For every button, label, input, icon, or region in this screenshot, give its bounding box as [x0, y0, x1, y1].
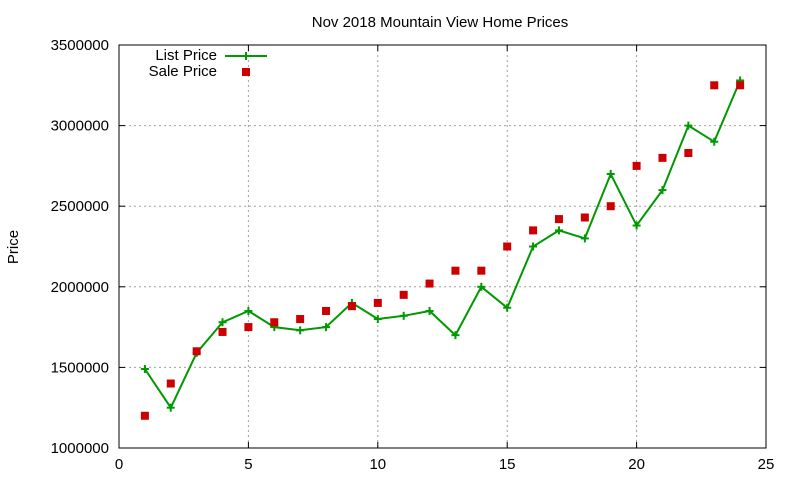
chart-title: Nov 2018 Mountain View Home Prices: [312, 14, 569, 31]
sale-price-point: [710, 81, 719, 90]
y-axis-label: Price: [5, 230, 22, 264]
axis-ticks: [118, 44, 767, 449]
list-price-point: [606, 169, 615, 178]
y-tick-label: 2000000: [51, 279, 109, 296]
x-tick-label: 5: [244, 456, 252, 473]
sale-price-point: [658, 153, 667, 162]
list-price-line: [144, 80, 742, 410]
y-tick-label: 1000000: [51, 440, 109, 457]
list-price-point: [580, 234, 589, 243]
legend-label-list-price: List Price: [155, 47, 217, 64]
sale-price-point: [606, 202, 615, 211]
list-price-point: [218, 318, 227, 327]
y-tick-label: 1500000: [51, 359, 109, 376]
x-tick-label: 15: [499, 456, 516, 473]
sale-price-point: [554, 215, 563, 224]
sale-price-point: [296, 315, 305, 324]
sale-price-point: [684, 149, 693, 158]
list-price-point: [296, 326, 305, 335]
list-price-point: [425, 306, 434, 315]
tick-labels: 0 5 10 15 20 25 1000000 1500000 2000000 2500000 30…: [51, 37, 775, 473]
sale-price-point: [529, 226, 538, 235]
list-price-point: [399, 311, 408, 320]
plot-series: [140, 76, 745, 420]
sale-price-point: [503, 242, 512, 251]
list-price-point: [166, 403, 175, 412]
sale-price-point: [736, 81, 745, 90]
sale-price-point: [347, 302, 356, 311]
sale-price-point: [270, 318, 279, 327]
list-price-point: [477, 282, 486, 291]
list-price-point: [710, 137, 719, 146]
sale-price-point: [451, 266, 460, 275]
x-tick-label: 20: [628, 456, 645, 473]
sale-price-point: [477, 266, 486, 275]
sale-price-point: [166, 379, 175, 388]
sale-price-point: [580, 213, 589, 222]
list-price-point: [684, 121, 693, 130]
sale-price-point: [244, 323, 253, 332]
list-price-point: [140, 365, 149, 374]
sale-price-point: [192, 347, 201, 356]
x-tick-label: 10: [369, 456, 386, 473]
sale-price-point: [322, 306, 331, 315]
sale-price-point: [399, 290, 408, 299]
x-tick-label: 25: [758, 456, 775, 473]
list-price-point: [373, 315, 382, 324]
y-tick-label: 3500000: [51, 37, 109, 54]
sale-price-point: [140, 411, 149, 420]
list-price-point: [529, 242, 538, 251]
plot-frame: [118, 44, 767, 449]
list-price-point: [503, 303, 512, 312]
sale-price-point: [425, 279, 434, 288]
y-tick-label: 2500000: [51, 198, 109, 215]
list-price-point: [244, 306, 253, 315]
y-tick-label: 3000000: [51, 118, 109, 135]
legend-label-sale-price: Sale Price: [149, 63, 217, 80]
list-price-point: [554, 226, 563, 235]
list-price-point: [451, 331, 460, 340]
grid-lines: [119, 45, 766, 448]
sale-price-point: [632, 161, 641, 170]
legend-marker-sale-price: [242, 68, 250, 76]
sale-price-point: [218, 327, 227, 336]
list-price-point: [322, 323, 331, 332]
x-tick-label: 0: [115, 456, 123, 473]
sale-price-point: [373, 298, 382, 307]
list-price-point: [632, 221, 641, 230]
list-price-point: [658, 186, 667, 195]
